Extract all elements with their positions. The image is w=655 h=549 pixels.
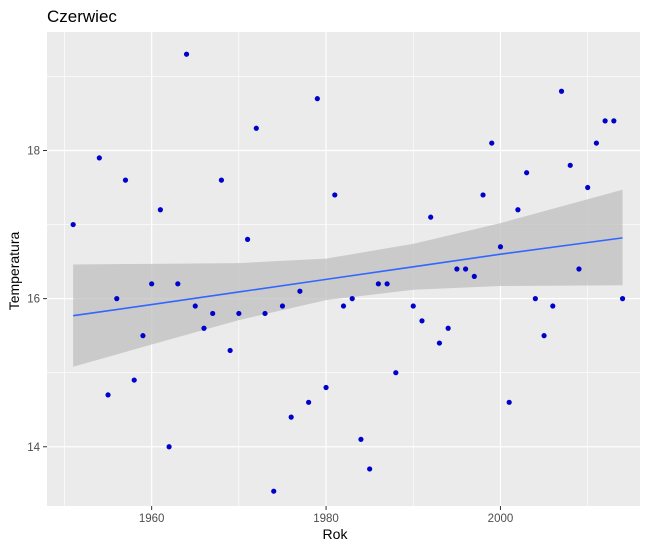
data-point bbox=[279, 303, 286, 309]
data-point bbox=[340, 303, 347, 309]
data-point bbox=[70, 221, 76, 228]
trend-line bbox=[73, 237, 623, 317]
data-point bbox=[541, 333, 547, 339]
data-point bbox=[131, 377, 137, 383]
axis-ticks bbox=[43, 150, 501, 510]
data-point bbox=[114, 296, 120, 302]
data-point bbox=[236, 310, 242, 317]
data-point bbox=[436, 340, 443, 346]
y-tick-label: 14 bbox=[27, 442, 40, 454]
data-point bbox=[506, 399, 512, 405]
data-point bbox=[550, 303, 556, 309]
data-point bbox=[192, 303, 198, 309]
confidence-band bbox=[73, 189, 623, 367]
data-point bbox=[410, 303, 416, 309]
data-point bbox=[227, 347, 233, 354]
axis-tick-labels: 1960 1980 2000 14 16 18 bbox=[27, 146, 513, 526]
data-point bbox=[489, 140, 495, 146]
data-point bbox=[201, 325, 207, 331]
data-point bbox=[585, 184, 591, 191]
data-point bbox=[314, 96, 320, 102]
data-point bbox=[532, 296, 538, 302]
y-tick-label: 18 bbox=[27, 146, 40, 158]
data-point bbox=[619, 296, 626, 302]
data-point bbox=[602, 118, 608, 124]
data-point bbox=[253, 125, 259, 131]
data-point bbox=[524, 170, 530, 176]
data-point bbox=[122, 177, 129, 183]
data-point bbox=[497, 244, 504, 250]
data-point bbox=[375, 281, 381, 287]
data-point bbox=[349, 296, 355, 302]
x-tick-label: 1960 bbox=[139, 513, 165, 525]
data-point bbox=[393, 370, 399, 376]
data-point bbox=[593, 140, 599, 146]
data-point bbox=[244, 236, 251, 242]
data-point bbox=[454, 266, 460, 272]
data-point bbox=[576, 266, 582, 272]
data-point bbox=[428, 214, 434, 220]
data-point bbox=[367, 466, 373, 472]
y-tick-label: 16 bbox=[27, 294, 40, 306]
data-point bbox=[218, 177, 225, 183]
data-point bbox=[480, 192, 486, 198]
x-tick-label: 1980 bbox=[313, 513, 339, 525]
data-point bbox=[419, 318, 425, 324]
data-point bbox=[515, 207, 521, 213]
data-point bbox=[611, 118, 617, 124]
data-point bbox=[271, 488, 277, 494]
data-point bbox=[297, 288, 303, 294]
data-point bbox=[210, 310, 216, 317]
data-points bbox=[70, 51, 626, 494]
data-point bbox=[558, 88, 565, 94]
data-point bbox=[166, 444, 172, 450]
data-point bbox=[175, 281, 181, 287]
data-point bbox=[306, 399, 312, 405]
data-point bbox=[358, 436, 364, 442]
data-point bbox=[323, 384, 329, 391]
data-point bbox=[149, 281, 155, 287]
data-point bbox=[567, 162, 573, 168]
data-point bbox=[462, 266, 469, 272]
data-point bbox=[288, 414, 294, 420]
data-point bbox=[105, 392, 111, 398]
data-point bbox=[183, 51, 190, 57]
data-point bbox=[262, 310, 268, 317]
data-point bbox=[471, 273, 477, 280]
x-tick-label: 2000 bbox=[488, 513, 514, 525]
data-point bbox=[96, 155, 102, 161]
chart-title: Czerwiec bbox=[47, 7, 117, 26]
data-point bbox=[157, 207, 163, 213]
data-point bbox=[384, 281, 390, 287]
y-axis-label: Temperatura bbox=[6, 231, 22, 310]
x-axis-label: Rok bbox=[323, 526, 349, 542]
data-point bbox=[445, 325, 451, 331]
data-point bbox=[332, 192, 338, 198]
data-point bbox=[140, 333, 146, 339]
